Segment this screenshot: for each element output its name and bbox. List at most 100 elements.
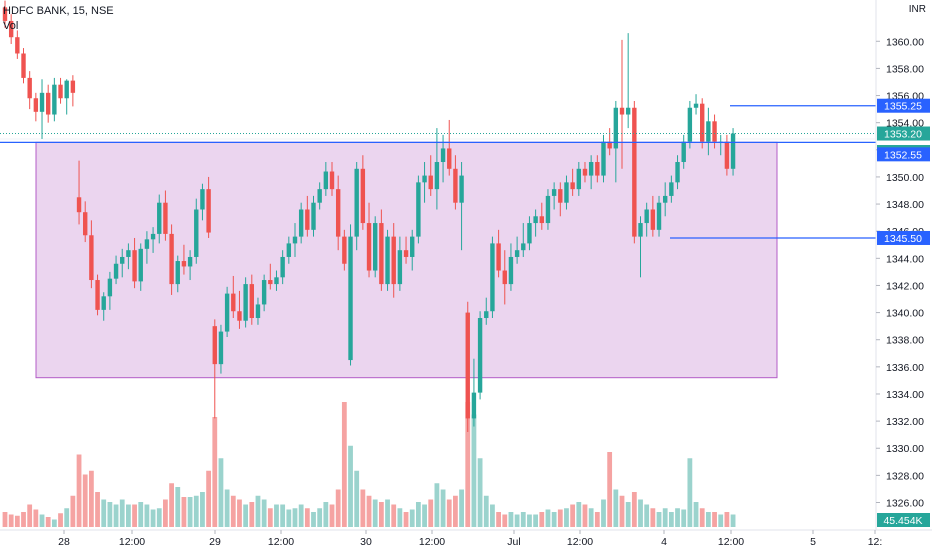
candle-body [101, 296, 106, 310]
volume-bar [175, 487, 181, 527]
horizontal-lines [0, 105, 876, 239]
volume-bar [33, 509, 39, 527]
price-label-box [877, 230, 930, 245]
candle-body [366, 223, 372, 271]
candle-body [52, 84, 57, 115]
candle-body [385, 236, 390, 285]
volume-bar [311, 512, 316, 527]
volume-bar [502, 514, 508, 527]
candle-body [169, 233, 174, 285]
volume-bar [8, 514, 14, 527]
x-tick-label: 12:00 [567, 536, 593, 548]
volume-bar [27, 504, 33, 527]
volume-value-text: 45.454K [883, 515, 922, 527]
candle-body [681, 141, 686, 163]
volume-bar [187, 497, 193, 527]
candle-body [391, 236, 396, 285]
candle-body [323, 171, 329, 190]
volume-bar [656, 512, 662, 527]
candle-body [428, 175, 433, 190]
volume-bar [477, 458, 483, 527]
volume-bar [181, 497, 187, 527]
candle-body [200, 189, 205, 210]
volume-bar [70, 495, 76, 527]
volume-bar [576, 502, 582, 527]
volume-bar [156, 508, 162, 527]
volume-bar [366, 495, 372, 527]
candle-body [397, 250, 403, 285]
x-tick-label: 28 [58, 536, 70, 548]
candle-body [95, 280, 100, 310]
volume-bar [378, 502, 384, 527]
candle-body [477, 318, 483, 393]
volume-bar [64, 508, 70, 527]
candle-body [514, 250, 520, 257]
volume-bar [625, 502, 631, 527]
volume-bar [101, 499, 107, 527]
candle-body [539, 216, 544, 224]
candle-body [45, 92, 51, 115]
time-axis: 28 12:00 29 12:00 30 12:00 Jul 12:00 4 12:00 5 12: [0, 529, 932, 548]
x-tick-label: 12:00 [268, 536, 294, 548]
volume-bar [631, 492, 637, 527]
candle-body [212, 326, 217, 365]
volume-bar [237, 499, 242, 527]
volume-bar [317, 508, 323, 527]
candle-body [274, 277, 279, 285]
candle-body [700, 103, 705, 142]
volume-bar [76, 454, 82, 527]
volume-bar [218, 458, 224, 527]
price-label-text: 1355.25 [884, 101, 922, 113]
candle-body [27, 77, 32, 99]
y-tick-label: 1342.00 [886, 280, 924, 292]
candle-body [150, 233, 156, 240]
volume-bar [58, 513, 63, 527]
volume-bar [132, 504, 137, 527]
volume-bar [638, 499, 643, 527]
volume-bar [255, 495, 261, 527]
volume-bar [163, 499, 168, 527]
volume-bar [280, 504, 286, 527]
volume-bar [341, 402, 347, 527]
volume-bar [409, 509, 415, 527]
volume-bar [107, 502, 113, 527]
volume-bar [2, 512, 8, 527]
candle-body [545, 195, 551, 224]
candle-body [70, 80, 76, 93]
candle-body [632, 107, 637, 237]
candle-body [533, 216, 538, 224]
candle-body [687, 107, 693, 142]
candle-body [644, 209, 649, 224]
volume-bar [230, 495, 236, 527]
y-tick-label: 1348.00 [886, 199, 924, 211]
x-tick-label: 12:00 [718, 536, 744, 548]
candle-body [465, 312, 470, 419]
candle-body [422, 175, 427, 183]
x-tick-label: Jul [507, 536, 520, 548]
volume-bar [403, 512, 409, 527]
volume-bar [126, 504, 131, 527]
volume-bar [138, 502, 144, 527]
candle-body [558, 189, 563, 203]
candle-body [194, 209, 199, 257]
volume-bar [113, 504, 119, 527]
candle-body [132, 250, 137, 282]
volume-bar [434, 483, 440, 527]
candle-body [730, 133, 736, 169]
volume-bar [570, 504, 576, 527]
y-tick-label: 1326.00 [886, 498, 924, 510]
volume-bar [564, 508, 569, 527]
volume-bar [14, 515, 20, 527]
candle-body [595, 162, 600, 176]
candle-body [2, 7, 8, 21]
candle-body [373, 223, 378, 271]
symbol-title: HDFC BANK, 15, NSE [3, 5, 114, 17]
x-tick-label: 12: [868, 536, 883, 548]
y-tick-label: 1338.00 [886, 335, 924, 347]
volume-bar [144, 504, 150, 527]
candle-body [89, 235, 94, 281]
candle-body [453, 168, 458, 203]
candle-body [8, 20, 14, 38]
volume-bar [323, 502, 329, 527]
